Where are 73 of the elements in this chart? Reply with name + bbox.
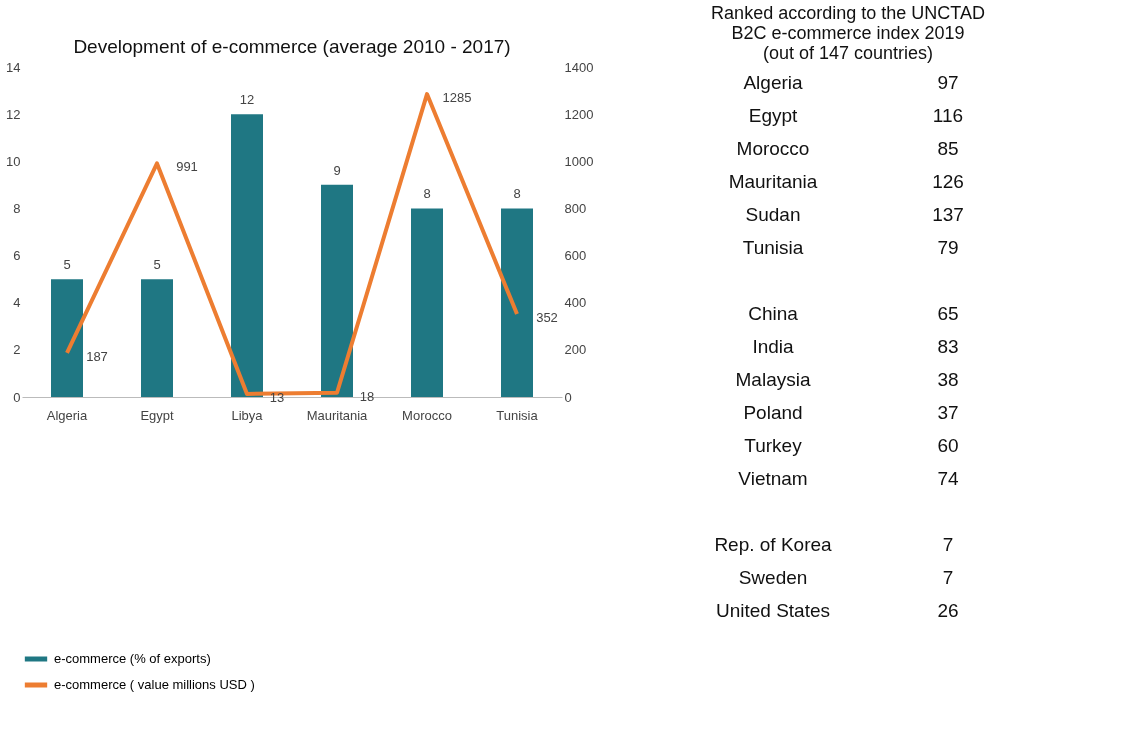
category-label: Mauritania	[728, 171, 818, 193]
x-tick-label: Egypt	[140, 407, 175, 423]
category-label: Sudan	[745, 204, 801, 226]
data-label: 97	[937, 72, 959, 94]
y2-tick-label: 800	[564, 200, 587, 216]
x-tick-label: Algeria	[46, 407, 88, 423]
y2-tick-label: 1200	[564, 106, 594, 122]
category-label: India	[752, 336, 795, 357]
category-label: Turkey	[744, 434, 803, 456]
y2-tick-label: 400	[564, 295, 587, 311]
data-label: 1285	[442, 90, 472, 106]
category-label: Morocco	[736, 138, 810, 160]
category-label: Vietnam	[738, 467, 808, 489]
x-tick-label: Tunisia	[496, 407, 539, 423]
data-label: 65	[937, 303, 959, 325]
data-label: 187	[86, 348, 108, 364]
bar	[51, 279, 83, 397]
data-label: 5	[153, 257, 161, 273]
text: Ranked according to the UNCTAD B2C e-commerce index 2019 (out of 147 countries)	[711, 3, 985, 63]
y-tick-label: 10	[6, 153, 21, 169]
data-label: 7	[942, 566, 954, 588]
legend-label: e-commerce ( value millions USD )	[54, 677, 255, 692]
category-label: Tunisia	[742, 237, 804, 259]
category-label: Rep. of Korea	[714, 533, 833, 555]
data-label: 352	[536, 310, 558, 326]
category-label: Algeria	[743, 72, 803, 94]
y2-tick-label: 600	[564, 248, 587, 264]
bar	[231, 114, 263, 397]
category-label: Sweden	[738, 566, 808, 588]
x-tick-label: Morocco	[402, 407, 452, 423]
data-label: 8	[513, 186, 521, 202]
data-label: 38	[937, 368, 959, 390]
bar	[411, 208, 443, 397]
data-label: 116	[932, 105, 964, 127]
data-label: 126	[932, 171, 964, 193]
category-label: China	[748, 303, 799, 325]
y-tick-label: 0	[13, 389, 21, 405]
y-tick-label: 8	[13, 200, 21, 216]
data-label: 26	[937, 599, 959, 621]
bar	[501, 208, 533, 397]
y-tick-label: 4	[13, 295, 21, 311]
data-label: 74	[937, 467, 959, 489]
category-label: United States	[715, 599, 831, 621]
y2-tick-label: 200	[564, 342, 587, 358]
y2-tick-label: 1000	[564, 153, 594, 169]
y-tick-label: 6	[13, 248, 21, 264]
data-label: 9	[333, 162, 341, 178]
chart-title: Development of e-commerce (average 2010 - 2017)	[73, 36, 511, 57]
y2-tick-label: 1400	[564, 59, 594, 75]
data-label: 79	[937, 237, 959, 259]
data-label: 5	[63, 257, 71, 273]
bar	[141, 279, 173, 397]
data-label: 85	[937, 138, 959, 160]
category-label: Egypt	[748, 105, 799, 127]
category-label: Poland	[743, 401, 803, 423]
bar	[321, 184, 353, 397]
legend-label: e-commerce (% of exports)	[54, 651, 211, 666]
y-tick-label: 14	[6, 59, 21, 75]
x-tick-label: Libya	[231, 407, 264, 423]
data-label: 83	[937, 336, 959, 357]
data-label: 12	[239, 92, 255, 108]
x-tick-label: Mauritania	[306, 407, 369, 423]
y2-tick-label: 0	[564, 389, 572, 405]
data-label: 991	[176, 159, 198, 175]
data-label: 137	[932, 204, 964, 226]
y-tick-label: 2	[13, 342, 21, 358]
y-tick-label: 12	[6, 106, 21, 122]
data-label: 60	[937, 434, 959, 456]
category-label: Malaysia	[735, 368, 811, 390]
data-label: 8	[423, 186, 431, 202]
data-label: 7	[942, 533, 954, 555]
data-label: 37	[937, 401, 959, 423]
data-label: 18	[359, 388, 375, 404]
